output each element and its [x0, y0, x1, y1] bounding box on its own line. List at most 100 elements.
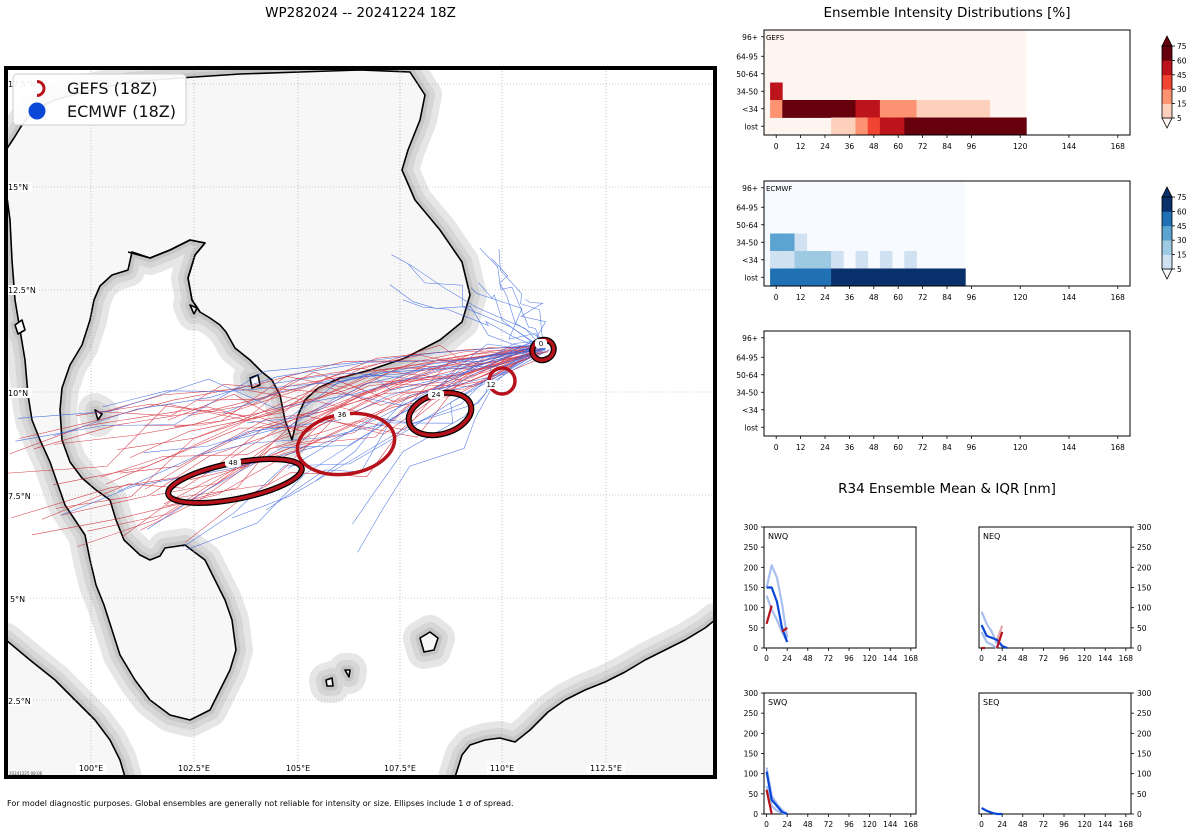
svg-text:ECMWF (18Z): ECMWF (18Z) [67, 102, 176, 121]
heatmap-cell [879, 251, 893, 269]
heatmap-cell [904, 251, 917, 269]
svg-text:15°N: 15°N [8, 183, 28, 192]
y-tick-label: 50 [1137, 790, 1147, 799]
gefs-track [189, 349, 536, 480]
heatmap-cell [855, 251, 869, 269]
colorbar-gefs: 5 15 30 45 60 75 [1161, 35, 1187, 129]
heatmap-panel-gefs: GEFS 96+ 64-95 50-64 34-50 <34 lost 0 12 24 36 48 60… [736, 29, 1131, 151]
y-tick-label: 0 [1137, 810, 1142, 819]
colorbar-segment [1162, 89, 1172, 104]
x-tick-label: 48 [1018, 820, 1028, 829]
ecmwf-mean-line [981, 807, 1003, 816]
y-tick-label: 100 [744, 604, 759, 613]
ellipses [165, 336, 557, 506]
heatmap-cell [818, 100, 832, 118]
island [344, 669, 351, 678]
x-tick-label: 84 [942, 443, 952, 452]
ecmwf-track [315, 340, 550, 482]
x-tick-label: 168 [1111, 142, 1126, 151]
colorbar-tick-label: 75 [1177, 193, 1187, 202]
x-tick-label: 72 [918, 142, 928, 151]
x-tick-label: 48 [803, 654, 813, 663]
x-tick-label: 72 [1039, 654, 1049, 663]
lon-110: 110°E [487, 763, 517, 774]
ecmwf-track [498, 248, 546, 351]
colorbar-tick-label: 30 [1177, 85, 1187, 94]
svg-text:48: 48 [229, 459, 238, 467]
colorbar-frame [1161, 196, 1173, 270]
y-tick-label: 250 [1137, 709, 1152, 718]
island [14, 319, 26, 335]
borneo-land [454, 619, 715, 777]
colorbar-segment [1162, 74, 1172, 90]
x-tick-label: 24 [820, 443, 830, 452]
x-tick-label: 12 [796, 293, 806, 302]
label-24: 24 [428, 390, 444, 399]
heatmap-cell [770, 82, 783, 101]
x-tick-label: 0 [774, 443, 779, 452]
heatmap-cell [928, 117, 942, 136]
x-tick-label: 48 [1018, 654, 1028, 663]
x-tick-label: 84 [942, 142, 952, 151]
timestamp: 20241225 08:06 [9, 771, 43, 776]
heatmap-cell [928, 268, 942, 287]
ecmwf-mean-line [766, 586, 789, 643]
gefs-track [120, 344, 534, 474]
x-tick-label: 96 [1059, 654, 1069, 663]
gefs-track [41, 350, 542, 520]
x-tick-label: 24 [997, 654, 1007, 663]
heatmap-cell [940, 117, 954, 136]
ecmwf-tracks [15, 248, 550, 553]
r34-panel-title: SEQ [983, 698, 999, 707]
r34-panel-nwq: NWQ 0 24 48 72 96 120 144 168 0 50 100 150 200 250 300 [744, 523, 919, 663]
heatmap-cell [953, 117, 966, 136]
r34-panel-title: NWQ [768, 532, 788, 541]
heatmap-cell [782, 233, 795, 252]
x-tick-label: 48 [869, 142, 879, 151]
x-tick-label: 36 [845, 142, 855, 151]
y-tick-label: 300 [1137, 523, 1152, 532]
r34-frame [763, 526, 917, 649]
y-tick-label: 100 [1137, 770, 1152, 779]
svg-text:12: 12 [487, 381, 496, 389]
ecmwf-track [352, 344, 532, 525]
x-tick-label: 168 [904, 654, 919, 663]
y-tick-label: 150 [1137, 584, 1152, 593]
colorbar-tick-label: 5 [1177, 265, 1182, 274]
x-tick-label: 168 [1119, 820, 1134, 829]
svg-text:112.5°E: 112.5°E [590, 764, 622, 773]
x-tick-label: 168 [1111, 443, 1126, 452]
heatmap-panel-blank: 96+ 64-95 50-64 34-50 <34 lost 0 12 24 36 48 60 72 84… [736, 330, 1131, 452]
heatmap-cell [794, 100, 808, 118]
heatmap-cell [782, 268, 795, 287]
x-tick-label: 144 [1062, 293, 1077, 302]
x-tick-label: 120 [1013, 293, 1028, 302]
lon-100: 100°E [76, 763, 106, 774]
heatmap-cell [953, 268, 966, 287]
heatmap-cell [904, 268, 917, 287]
y-tick-label: 200 [744, 729, 759, 738]
colorbar-min-arrow [1161, 117, 1173, 129]
svg-text:36: 36 [338, 411, 347, 419]
x-tick-label: 0 [764, 654, 769, 663]
gefs-track [87, 352, 545, 532]
svg-text:0: 0 [539, 340, 543, 348]
x-tick-label: 96 [967, 142, 977, 151]
colorbars: 5 15 30 45 60 75 5 15 30 45 60 75 [1161, 35, 1187, 280]
x-tick-label: 144 [883, 820, 898, 829]
heatmap-cell [965, 117, 978, 136]
colorbar-tick-label: 75 [1177, 42, 1187, 51]
x-tick-label: 72 [824, 820, 834, 829]
y-tick-label: lost [744, 122, 758, 131]
colorbar-tick-label: 30 [1177, 236, 1187, 245]
colorbar-tick-label: 45 [1177, 71, 1187, 80]
y-tick-label: 64-95 [736, 353, 758, 362]
ecmwf-track [391, 254, 546, 351]
x-tick-label: 24 [782, 820, 792, 829]
svg-text:24: 24 [432, 391, 441, 399]
heatmap-cell [843, 268, 856, 287]
map-legend: GEFS (18Z) ECMWF (18Z) [12, 73, 187, 126]
x-tick-label: 24 [782, 654, 792, 663]
colorbar-max-arrow [1161, 35, 1173, 47]
heatmap-cell [940, 268, 954, 287]
